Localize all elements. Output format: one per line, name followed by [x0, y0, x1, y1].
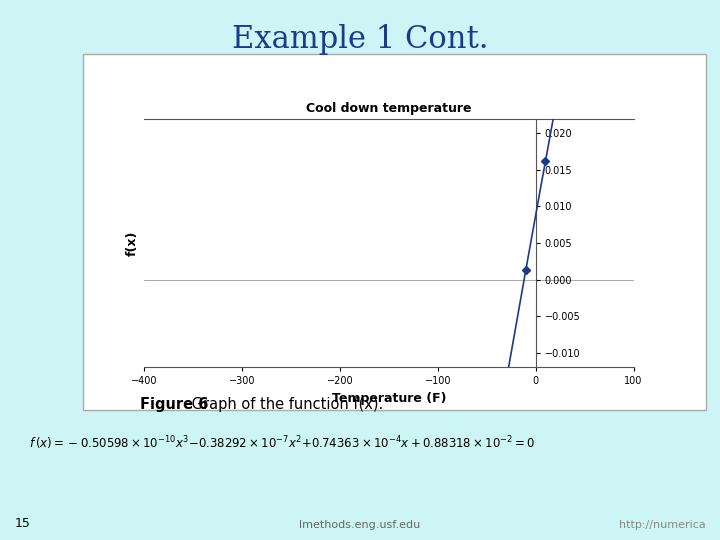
Text: Example 1 Cont.: Example 1 Cont.	[232, 24, 488, 55]
X-axis label: Temperature (F): Temperature (F)	[331, 392, 446, 405]
Text: Figure 6: Figure 6	[140, 397, 209, 412]
Text: $f\,(x)=-0.50598\times10^{-10}x^3$$-0.38292\times10^{-7}x^2$$+0.74363\times10^{-: $f\,(x)=-0.50598\times10^{-10}x^3$$-0.38…	[29, 435, 535, 453]
Text: Graph of the function f(x).: Graph of the function f(x).	[187, 397, 384, 412]
Text: lmethods.eng.usf.edu: lmethods.eng.usf.edu	[300, 520, 420, 530]
Text: http://numerica: http://numerica	[619, 520, 706, 530]
Title: Cool down temperature: Cool down temperature	[306, 102, 472, 115]
Y-axis label: f(x): f(x)	[125, 231, 138, 255]
Text: 15: 15	[14, 517, 30, 530]
